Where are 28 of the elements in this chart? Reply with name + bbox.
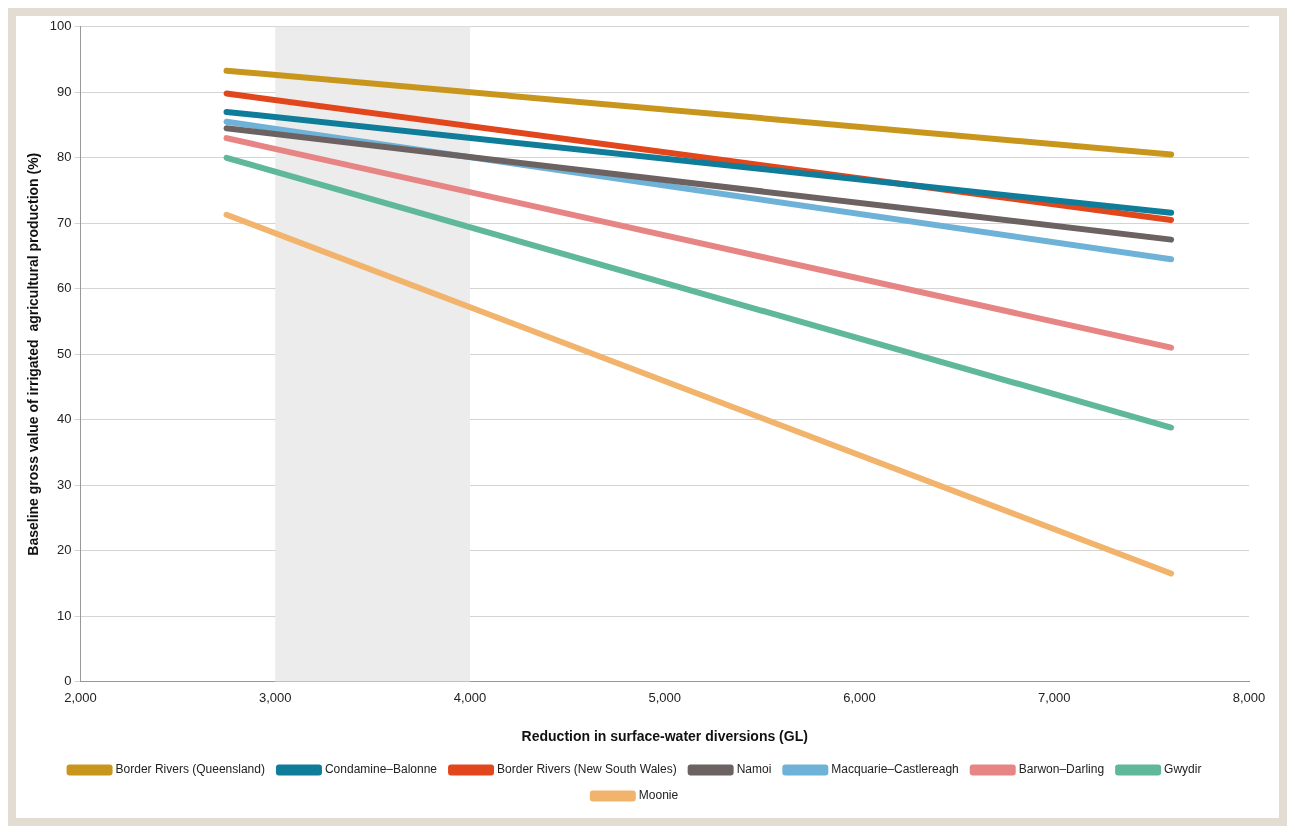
y-tick-label: 80 [57, 149, 72, 165]
y-tick-label: 20 [57, 542, 72, 558]
y-tick-label: 100 [49, 18, 72, 34]
x-tick-label: 2,000 [64, 689, 97, 705]
legend-label: Moonie [638, 788, 679, 803]
x-tick-label: 7,000 [1037, 689, 1071, 705]
y-tick-label: 40 [57, 411, 72, 427]
legend-label: Namoi [736, 762, 772, 777]
legend-label: Gwydir [1164, 762, 1202, 777]
x-axis-title: Reduction in surface-water diversions (GL) [521, 728, 808, 745]
y-axis-title: Baseline gross value of irrigated agricultural production (%) [25, 152, 42, 556]
y-tick-label: 30 [57, 476, 72, 492]
legend-label: Border Rivers (New South Wales) [497, 762, 677, 777]
legend-label: Macquarie–Castlereagh [831, 762, 959, 777]
y-tick-label: 0 [64, 673, 72, 689]
x-tick-label: 8,000 [1232, 689, 1266, 705]
y-tick-label: 90 [57, 83, 72, 99]
x-tick-label: 5,000 [648, 689, 682, 705]
x-tick-label: 6,000 [843, 689, 876, 705]
legend-label: Barwon–Darling [1018, 762, 1105, 777]
legend-label: Border Rivers (Queensland) [115, 762, 265, 777]
legend-label: Condamine–Balonne [324, 762, 438, 777]
y-tick-label: 50 [57, 345, 72, 361]
y-tick-label: 10 [57, 607, 72, 623]
y-tick-label: 60 [57, 280, 72, 296]
x-tick-label: 3,000 [258, 689, 292, 705]
y-tick-label: 70 [57, 214, 72, 230]
x-tick-label: 4,000 [453, 689, 487, 705]
